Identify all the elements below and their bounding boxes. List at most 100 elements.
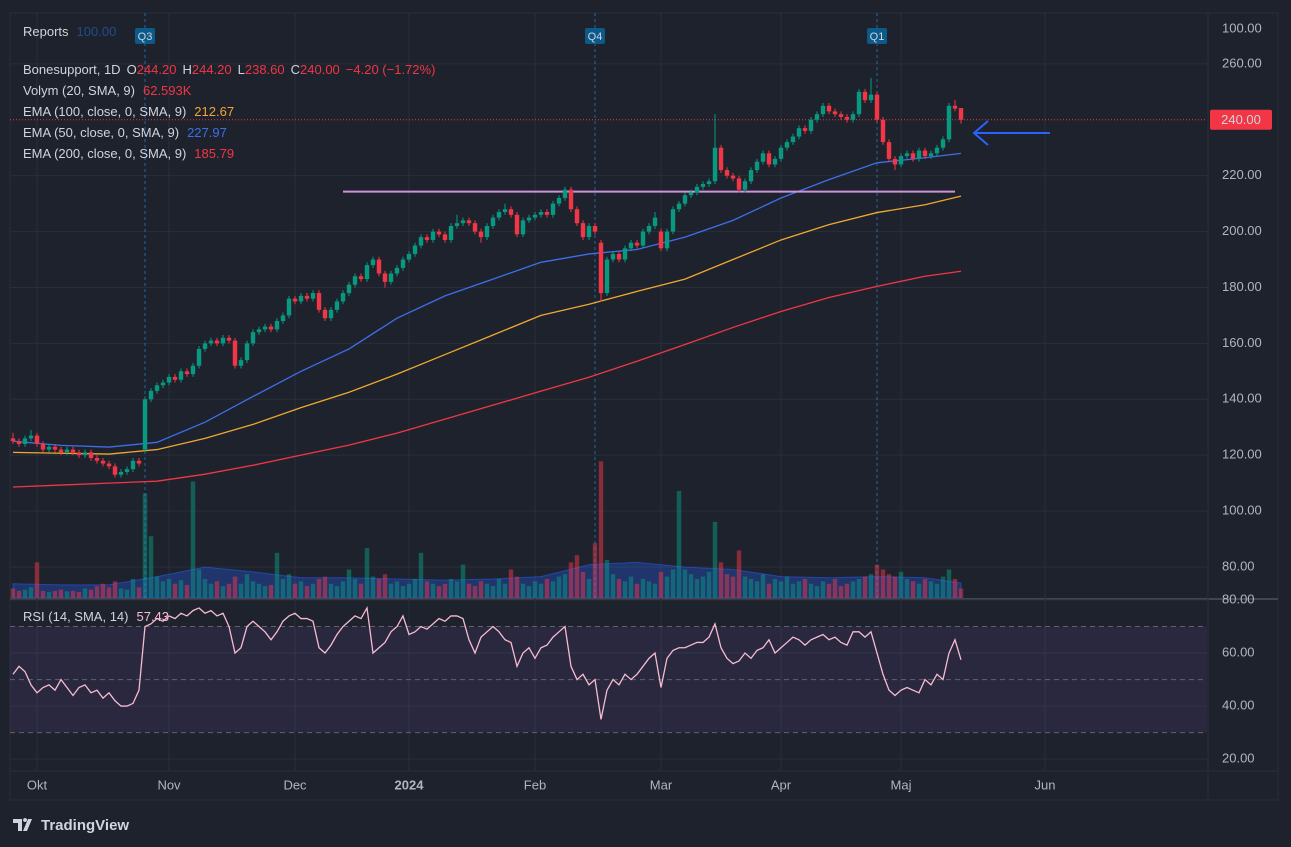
candle-body bbox=[706, 181, 712, 185]
candle bbox=[694, 184, 700, 196]
volume-bar bbox=[316, 578, 322, 598]
volume-bar bbox=[772, 578, 778, 598]
candle-body bbox=[382, 273, 388, 282]
volume-bar bbox=[676, 490, 682, 598]
volume-bar bbox=[472, 586, 478, 598]
volume-bar bbox=[262, 586, 268, 598]
volume-bar bbox=[166, 578, 172, 598]
candle-body bbox=[28, 435, 34, 439]
volume-bar bbox=[820, 581, 826, 598]
volume-name: Volym (20, SMA, 9) bbox=[23, 83, 135, 98]
candle-body bbox=[532, 214, 538, 218]
candle-body bbox=[238, 360, 244, 366]
earnings-label: Q3 bbox=[138, 31, 153, 43]
volume-bar bbox=[748, 578, 754, 598]
volume-bar bbox=[640, 578, 646, 598]
volume-bar bbox=[340, 581, 346, 598]
candle bbox=[568, 186, 574, 213]
ema-legend: EMA (100, close, 0, SMA, 9) 212.67 bbox=[23, 104, 234, 119]
candle bbox=[460, 217, 466, 226]
y-tick-label: 80.00 bbox=[1222, 558, 1255, 573]
candle bbox=[592, 223, 598, 235]
candle-body bbox=[310, 293, 316, 299]
candle bbox=[88, 449, 94, 461]
candle-body bbox=[394, 267, 400, 274]
candle bbox=[46, 443, 52, 453]
volume-bar bbox=[754, 581, 760, 598]
candle-body bbox=[772, 158, 778, 165]
volume-bar bbox=[424, 581, 430, 598]
candle-body bbox=[46, 446, 52, 450]
candle-body bbox=[76, 452, 82, 456]
candle bbox=[664, 228, 670, 252]
candle bbox=[442, 231, 448, 243]
candle bbox=[652, 212, 658, 229]
volume-bar bbox=[580, 571, 586, 598]
volume-bar bbox=[682, 569, 688, 598]
volume-bar bbox=[832, 578, 838, 598]
volume-bar bbox=[766, 583, 772, 598]
volume-bar bbox=[520, 583, 526, 598]
x-tick-label: Nov bbox=[157, 777, 181, 792]
candle bbox=[796, 125, 802, 140]
candle bbox=[610, 251, 616, 263]
candle-body bbox=[838, 114, 844, 117]
volume-bar bbox=[142, 493, 148, 598]
candle bbox=[418, 234, 424, 249]
candle-body bbox=[682, 195, 688, 204]
candle bbox=[778, 144, 784, 162]
volume-bar bbox=[346, 569, 352, 598]
candle bbox=[232, 337, 238, 369]
candle bbox=[526, 214, 532, 224]
volume-bar bbox=[388, 583, 394, 598]
volume-bar bbox=[244, 574, 250, 598]
ohlc-key: O bbox=[127, 62, 137, 77]
candle bbox=[958, 108, 964, 124]
candle bbox=[328, 307, 334, 322]
candle bbox=[820, 103, 826, 117]
candle-body bbox=[148, 390, 154, 400]
reports-scale-label: 100.00 bbox=[1222, 20, 1262, 35]
candle bbox=[400, 256, 406, 271]
candle-body bbox=[676, 203, 682, 210]
earnings-label: Q1 bbox=[870, 31, 885, 43]
candle bbox=[52, 443, 58, 453]
candle bbox=[40, 441, 46, 453]
volume-bar bbox=[490, 586, 496, 598]
candle-body bbox=[670, 209, 676, 232]
x-tick-label: 2024 bbox=[395, 777, 425, 792]
candle-body bbox=[730, 175, 736, 179]
volume-bar bbox=[226, 583, 232, 598]
volume-bar bbox=[694, 578, 700, 598]
candle-body bbox=[790, 136, 796, 143]
candle-body bbox=[466, 220, 472, 224]
y-tick-label: 120.00 bbox=[1222, 447, 1262, 462]
axes: Okt Nov Dec 2024 Feb Mar Apr Maj Jun 80.00 100.00 1… bbox=[27, 20, 1272, 792]
candle bbox=[448, 223, 454, 243]
candle-body bbox=[124, 469, 130, 472]
volume-bar bbox=[298, 581, 304, 598]
candle bbox=[760, 150, 766, 165]
candle bbox=[892, 156, 898, 171]
candle bbox=[436, 228, 442, 238]
y-tick-label: 160.00 bbox=[1222, 335, 1262, 350]
candle-body bbox=[850, 114, 856, 120]
volume-bar bbox=[586, 578, 592, 598]
candle-body bbox=[958, 108, 964, 120]
candle bbox=[544, 209, 550, 218]
candle bbox=[682, 192, 688, 207]
volume-bar bbox=[916, 583, 922, 598]
volume-bar bbox=[874, 564, 880, 598]
candle-body bbox=[448, 225, 454, 240]
volume-bar bbox=[604, 559, 610, 598]
y-tick-label: 100.00 bbox=[1222, 503, 1262, 518]
candle-body bbox=[328, 309, 334, 319]
volume-bar bbox=[256, 583, 262, 598]
candle-body bbox=[262, 326, 268, 330]
candle bbox=[346, 281, 352, 296]
candle-body bbox=[508, 209, 514, 215]
ema-line bbox=[12, 152, 962, 448]
candle-body bbox=[178, 371, 184, 380]
candle bbox=[370, 256, 376, 268]
candle bbox=[118, 469, 124, 478]
